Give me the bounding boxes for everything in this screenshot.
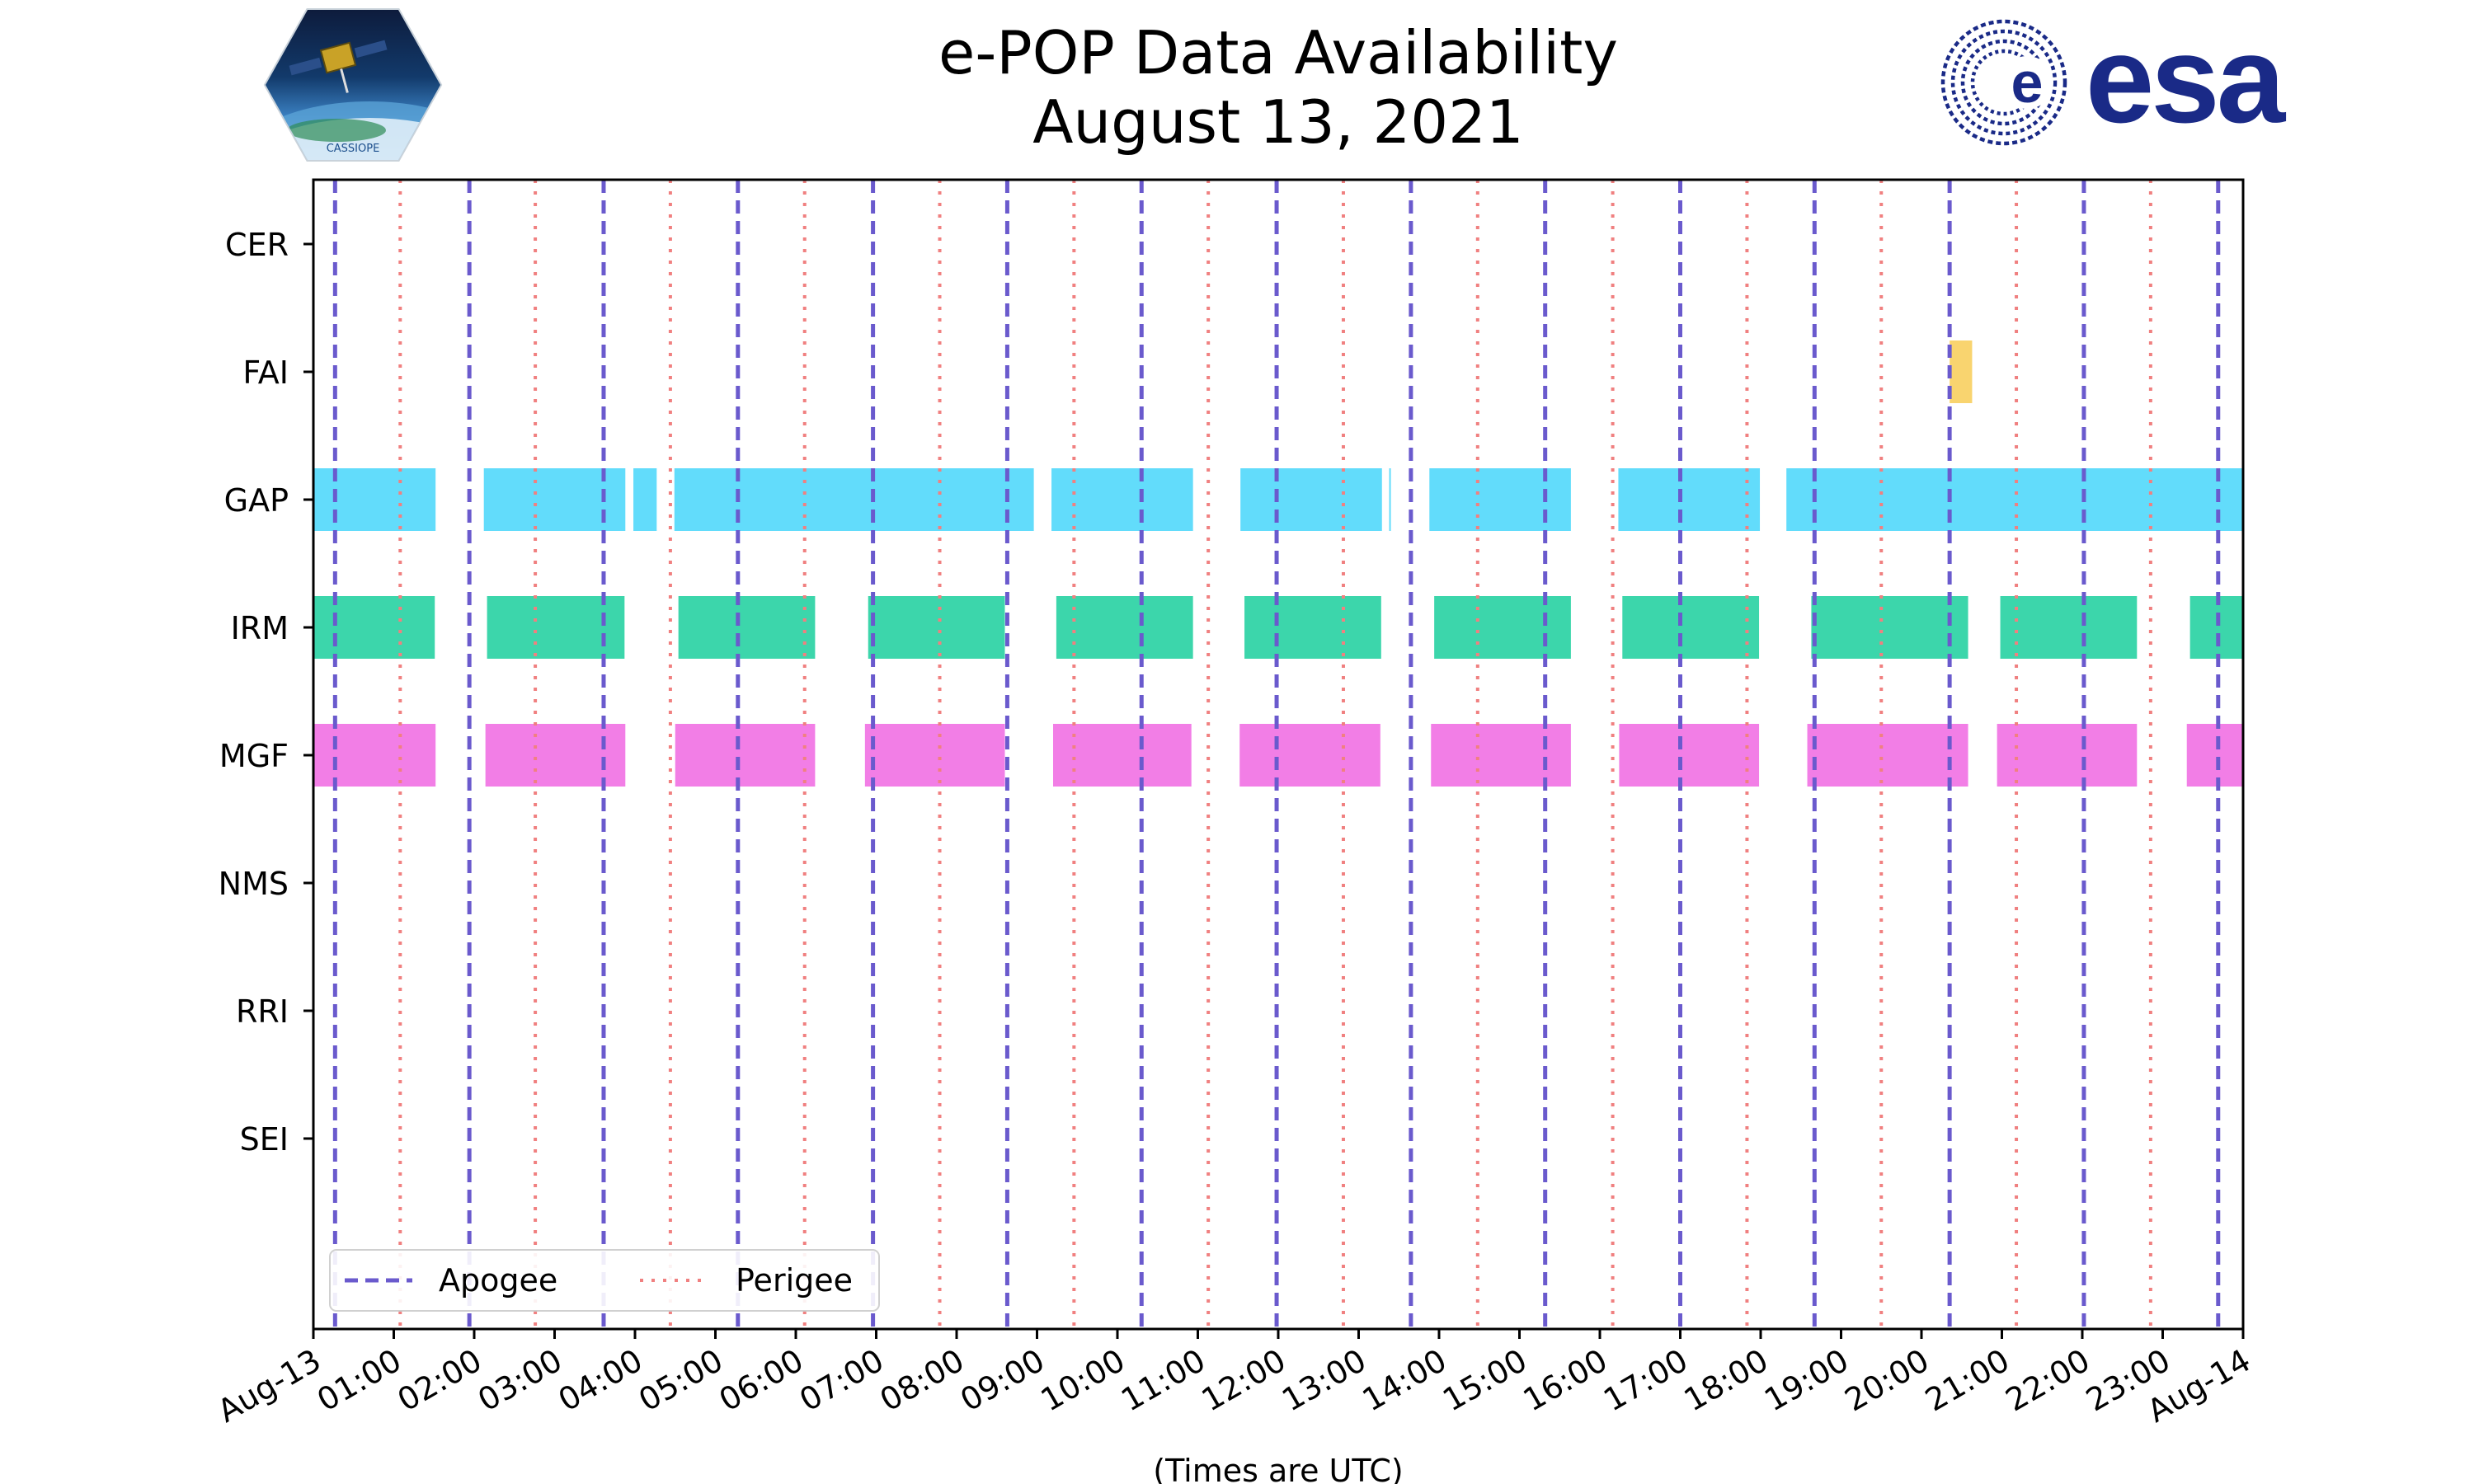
bar-gap-3 — [674, 468, 1034, 531]
x-tick-label-9: 09:00 — [954, 1342, 1051, 1419]
x-tick-label-2: 02:00 — [392, 1342, 488, 1419]
bar-mgf-4 — [1053, 724, 1192, 787]
bar-gap-8 — [1618, 468, 1761, 531]
bar-irm-5 — [1244, 596, 1381, 659]
esa-logo: e esa — [1940, 16, 2290, 148]
x-tick-label-11: 11:00 — [1115, 1342, 1211, 1419]
x-tick-label-17: 17:00 — [1597, 1342, 1694, 1419]
bar-irm-6 — [1434, 596, 1571, 659]
x-tick-label-22: 22:00 — [2000, 1342, 2096, 1419]
x-tick-label-12: 12:00 — [1196, 1342, 1292, 1419]
svg-text:e: e — [2011, 50, 2044, 115]
x-tick-label-15: 15:00 — [1437, 1342, 1533, 1419]
y-tick-label-mgf: MGF — [219, 738, 289, 774]
bar-gap-4 — [1051, 468, 1193, 531]
x-tick-label-1: 01:00 — [311, 1342, 407, 1419]
esa-logo-text: esa — [2086, 16, 2287, 148]
x-tick-label-10: 10:00 — [1035, 1342, 1131, 1419]
bar-irm-4 — [1056, 596, 1193, 659]
bar-mgf-6 — [1431, 724, 1571, 787]
x-tick-label-6: 06:00 — [713, 1342, 810, 1419]
bar-gap-6 — [1389, 468, 1391, 531]
bar-mgf-8 — [1807, 724, 1968, 787]
legend-apogee-label: Apogee — [439, 1262, 557, 1298]
x-tick-label-4: 04:00 — [553, 1342, 649, 1419]
bar-irm-3 — [868, 596, 1005, 659]
bar-mgf-2 — [675, 724, 816, 787]
bar-mgf-5 — [1239, 724, 1380, 787]
bar-irm-1 — [487, 596, 625, 659]
bar-mgf-3 — [864, 724, 1005, 787]
y-tick-label-cer: CER — [225, 227, 289, 263]
bar-gap-9 — [1786, 468, 2243, 531]
x-tick-label-5: 05:00 — [633, 1342, 729, 1419]
bar-irm-8 — [1811, 596, 1968, 659]
x-axis: Aug-1301:0002:0003:0004:0005:0006:0007:0… — [211, 1329, 2257, 1430]
x-tick-label-13: 13:00 — [1276, 1342, 1372, 1419]
x-tick-label-18: 18:00 — [1678, 1342, 1775, 1419]
x-tick-label-3: 03:00 — [472, 1342, 568, 1419]
y-tick-label-rri: RRI — [236, 993, 289, 1030]
bar-mgf-7 — [1619, 724, 1760, 787]
y-axis: CER FAI GAP IRM MGF NMS RRI SEI — [219, 227, 313, 1158]
x-tick-label-7: 07:00 — [793, 1342, 890, 1419]
x-tick-label-16: 16:00 — [1517, 1342, 1614, 1419]
bar-irm-7 — [1622, 596, 1760, 659]
chart-title-line1: e-POP Data Availability — [938, 18, 1618, 87]
cassiope-logo: CASSIOPE — [263, 8, 443, 162]
chart-title-line2: August 13, 2021 — [1032, 87, 1524, 157]
legend: Apogee Perigee — [329, 1249, 880, 1312]
bar-mgf-9 — [1997, 724, 2138, 787]
x-tick-label-14: 14:00 — [1357, 1342, 1453, 1419]
y-tick-label-sei: SEI — [240, 1121, 289, 1158]
bar-gap-0 — [313, 468, 436, 531]
y-tick-label-nms: NMS — [219, 866, 289, 902]
bar-mgf-0 — [313, 724, 436, 787]
x-tick-label-0: Aug-13 — [211, 1342, 327, 1430]
x-axis-label: (Times are UTC) — [1153, 1453, 1403, 1484]
legend-perigee-label: Perigee — [736, 1262, 853, 1298]
y-tick-label-irm: IRM — [231, 610, 289, 646]
bar-mgf-1 — [485, 724, 626, 787]
y-tick-label-gap: GAP — [224, 482, 289, 519]
bar-irm-2 — [678, 596, 816, 659]
x-tick-label-8: 08:00 — [874, 1342, 971, 1419]
bar-irm-0 — [313, 596, 435, 659]
bar-fai-0 — [1950, 340, 1973, 403]
bar-irm-9 — [2000, 596, 2138, 659]
x-tick-label-19: 19:00 — [1758, 1342, 1855, 1419]
bar-gap-7 — [1429, 468, 1571, 531]
legend-box — [329, 1249, 880, 1312]
x-tick-label-20: 20:00 — [1839, 1342, 1935, 1419]
bar-mgf-10 — [2186, 724, 2243, 787]
bar-irm-10 — [2189, 596, 2243, 659]
bar-gap-5 — [1240, 468, 1382, 531]
bar-gap-2 — [633, 468, 657, 531]
chart-title: e-POP Data Availability August 13, 2021 — [0, 18, 2474, 157]
cassiope-logo-text: CASSIOPE — [327, 143, 380, 155]
x-tick-label-21: 21:00 — [1919, 1342, 2015, 1419]
plot-area — [313, 180, 2243, 1329]
y-tick-label-fai: FAI — [242, 355, 289, 391]
